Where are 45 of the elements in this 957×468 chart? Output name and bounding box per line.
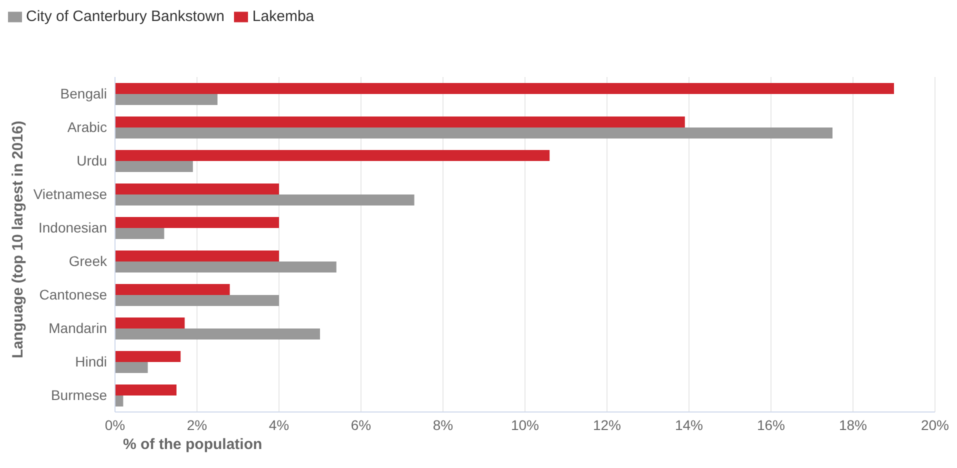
y-tick-label: Greek [68, 253, 108, 270]
x-tick-label: 20% [920, 416, 950, 433]
bar [115, 128, 832, 138]
bar [115, 318, 185, 328]
bar [115, 362, 148, 373]
bar [115, 228, 164, 239]
y-tick-label: Arabic [67, 119, 107, 136]
x-tick-label: 6% [350, 416, 372, 433]
bar [115, 396, 124, 406]
bar [115, 184, 279, 194]
legend-label: Lakemba [252, 8, 314, 25]
bar [115, 150, 550, 161]
y-axis-title: Language (top 10 largest in 2016) [10, 120, 26, 358]
x-tick-label: 18% [838, 416, 868, 433]
x-tick-label: 14% [674, 416, 704, 433]
legend-label: City of Canterbury Bankstown [26, 8, 224, 25]
bar [115, 384, 176, 396]
bar [115, 328, 320, 340]
bar [115, 284, 230, 295]
x-tick-label: 10% [510, 416, 540, 433]
y-tick-label: Bengali [60, 86, 107, 102]
x-tick-label: 8% [432, 416, 454, 433]
bar [115, 262, 336, 272]
y-tick-label: Cantonese [39, 286, 108, 303]
x-tick-label: 4% [268, 416, 290, 433]
bar [115, 161, 193, 172]
x-tick-label: 16% [756, 416, 786, 433]
y-tick-label: Mandarin [48, 320, 107, 336]
bar [115, 351, 181, 362]
bar [115, 83, 894, 94]
bar [115, 250, 279, 262]
y-tick-label: Vietnamese [33, 186, 108, 202]
y-tick-label: Hindi [75, 354, 107, 370]
y-tick-label: Indonesian [38, 220, 107, 236]
x-tick-label: 0% [104, 416, 126, 433]
bar [115, 295, 279, 306]
y-tick-label: Burmese [50, 387, 108, 404]
bar [115, 194, 414, 206]
bar [115, 217, 279, 228]
y-tick-label: Urdu [76, 152, 107, 169]
x-axis-title: % of the population [123, 436, 262, 453]
bar [115, 94, 218, 105]
x-tick-label: 12% [592, 416, 622, 433]
x-tick-label: 2% [186, 416, 208, 433]
bar [115, 116, 685, 128]
